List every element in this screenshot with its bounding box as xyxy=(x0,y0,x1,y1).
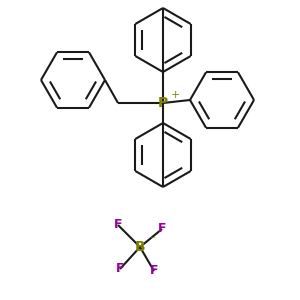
Text: P: P xyxy=(158,96,168,110)
Text: B: B xyxy=(135,240,145,254)
Text: F: F xyxy=(114,218,122,232)
Text: F: F xyxy=(150,265,158,278)
Text: ⁻: ⁻ xyxy=(149,236,155,245)
Text: +: + xyxy=(170,91,180,100)
Text: F: F xyxy=(116,262,124,275)
Text: F: F xyxy=(158,223,166,236)
